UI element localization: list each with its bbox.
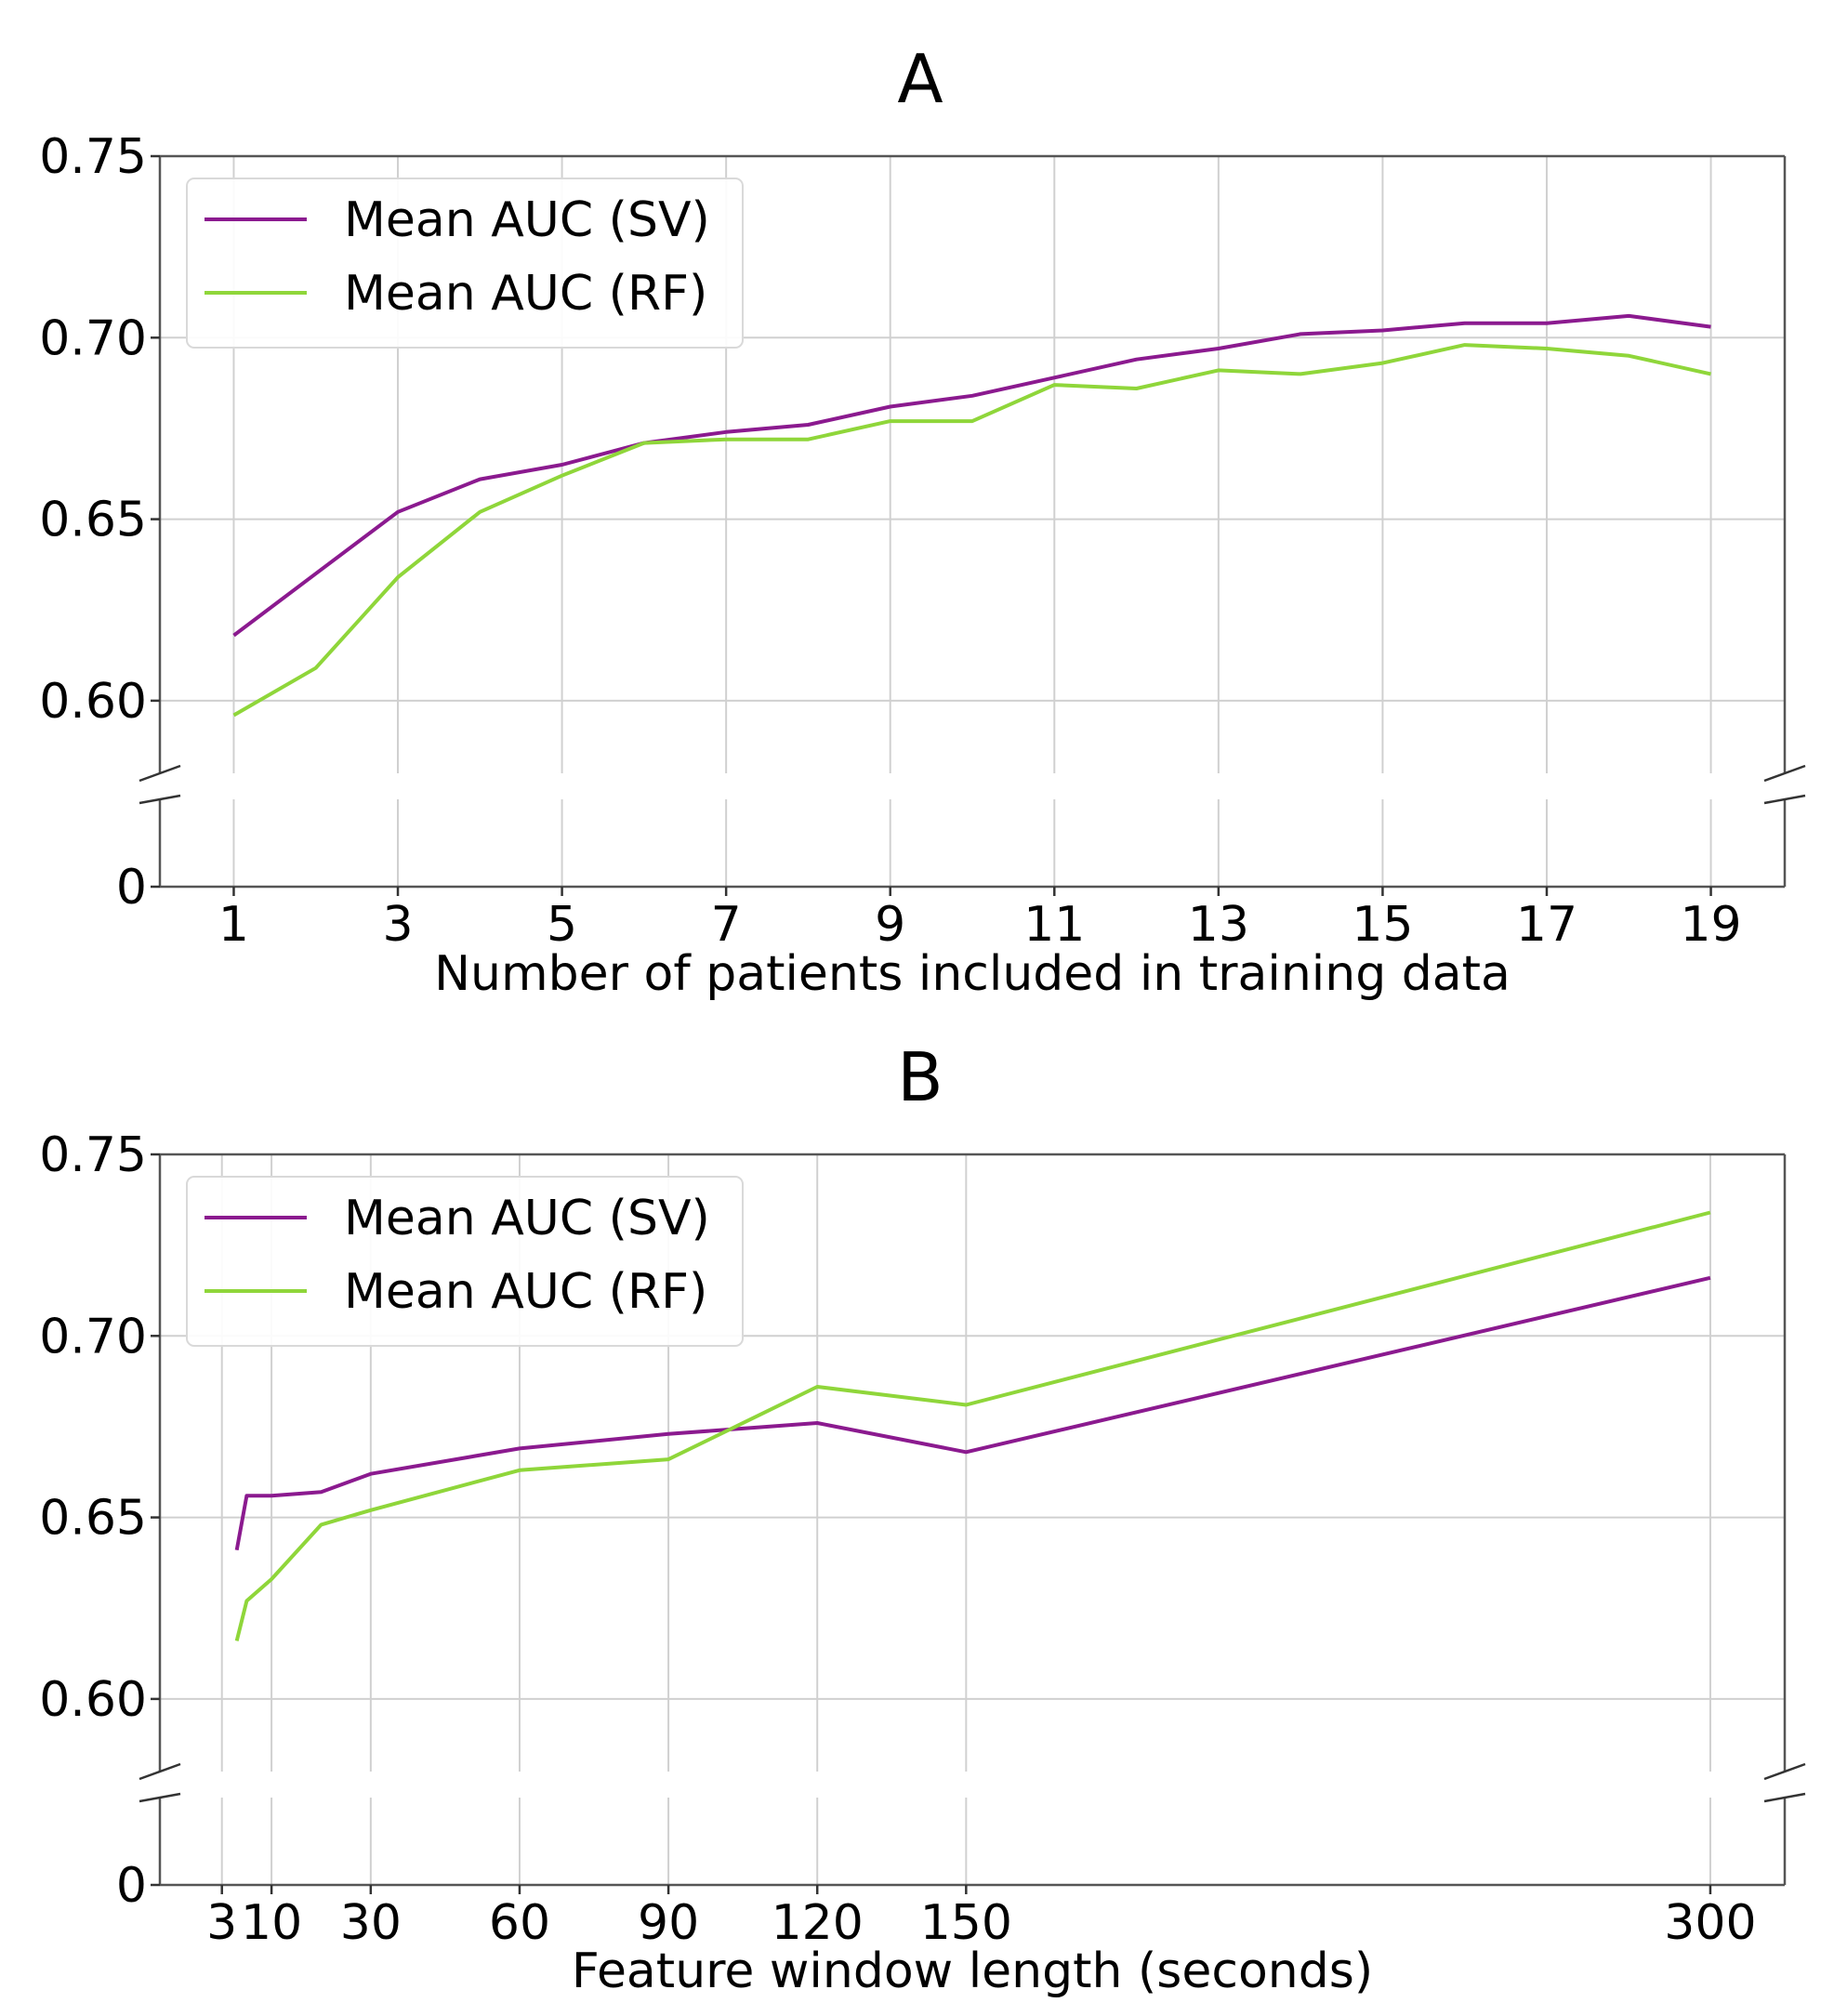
y-tick-label: 0.60 bbox=[39, 1672, 147, 1728]
legend-label-rf: Mean AUC (RF) bbox=[344, 1264, 707, 1320]
legend-label-rf: Mean AUC (RF) bbox=[344, 266, 707, 322]
x-tick-label: 30 bbox=[340, 1895, 402, 1951]
y-tick-label: 0.70 bbox=[39, 1309, 147, 1364]
axis-break-mark-lower bbox=[139, 794, 181, 805]
x-tick-label: 5 bbox=[547, 897, 577, 953]
x-tick-label: 1 bbox=[218, 897, 249, 953]
x-tick-label: 15 bbox=[1352, 897, 1413, 953]
x-tick-label: 3 bbox=[206, 1895, 237, 1951]
axis-break-mark-lower bbox=[1763, 794, 1806, 805]
x-tick-label: 9 bbox=[875, 897, 905, 953]
y-tick-label: 0.65 bbox=[39, 1491, 147, 1547]
axis-break-mark-upper bbox=[139, 764, 181, 783]
x-tick-label: 90 bbox=[638, 1895, 699, 1951]
x-tick-label: 19 bbox=[1680, 897, 1741, 953]
y-tick-label: 0.65 bbox=[39, 493, 147, 548]
x-axis-label: Feature window length (seconds) bbox=[572, 1944, 1373, 1999]
legend-label-sv: Mean AUC (SV) bbox=[344, 1191, 710, 1246]
axis-break-mark-upper bbox=[1763, 1762, 1806, 1781]
x-tick-label: 7 bbox=[711, 897, 742, 953]
y-tick-label: 0.75 bbox=[39, 129, 147, 185]
legend-label-sv: Mean AUC (SV) bbox=[344, 192, 710, 248]
chart-title: B bbox=[897, 1038, 943, 1116]
x-tick-label: 3 bbox=[382, 897, 413, 953]
axes-frame bbox=[139, 154, 1806, 889]
x-tick-label: 17 bbox=[1516, 897, 1577, 953]
axes-frame bbox=[139, 1153, 1806, 1887]
legend: Mean AUC (SV) Mean AUC (RF) bbox=[186, 178, 744, 349]
x-tick-label: 150 bbox=[920, 1895, 1012, 1951]
legend-box bbox=[186, 178, 744, 349]
axis-break-mark-lower bbox=[1763, 1792, 1806, 1803]
y-tick-label: 0.75 bbox=[39, 1127, 147, 1183]
x-tick-label: 60 bbox=[489, 1895, 550, 1951]
legend: Mean AUC (SV) Mean AUC (RF) bbox=[186, 1176, 744, 1347]
x-tick-label: 120 bbox=[772, 1895, 864, 1951]
x-tick-label: 10 bbox=[241, 1895, 302, 1951]
chart-panel-b: 0.60 0.65 0.70 0.75 0 3 10 30 60 90 120 150 300 Mean … bbox=[39, 1038, 1806, 1999]
series-line-sv bbox=[234, 1275, 1711, 1551]
axis-break-mark-lower bbox=[139, 1792, 181, 1803]
axis-break-mark-upper bbox=[1763, 764, 1806, 783]
legend-box bbox=[186, 1176, 744, 1347]
chart-title: A bbox=[897, 40, 943, 118]
y-tick-label: 0.70 bbox=[39, 310, 147, 366]
series-line-rf bbox=[234, 1210, 1711, 1641]
series-line-rf bbox=[232, 343, 1711, 718]
x-tick-label: 13 bbox=[1188, 897, 1249, 953]
axis-break-mark-upper bbox=[139, 1762, 181, 1781]
y-tick-label-zero: 0 bbox=[116, 1858, 147, 1914]
series-line-sv bbox=[232, 313, 1711, 638]
y-tick-label-zero: 0 bbox=[116, 860, 147, 916]
x-tick-label: 300 bbox=[1664, 1895, 1756, 1951]
y-tick-label: 0.60 bbox=[39, 674, 147, 730]
x-axis-label: Number of patients included in training … bbox=[434, 946, 1511, 1002]
x-tick-label: 11 bbox=[1023, 897, 1085, 953]
